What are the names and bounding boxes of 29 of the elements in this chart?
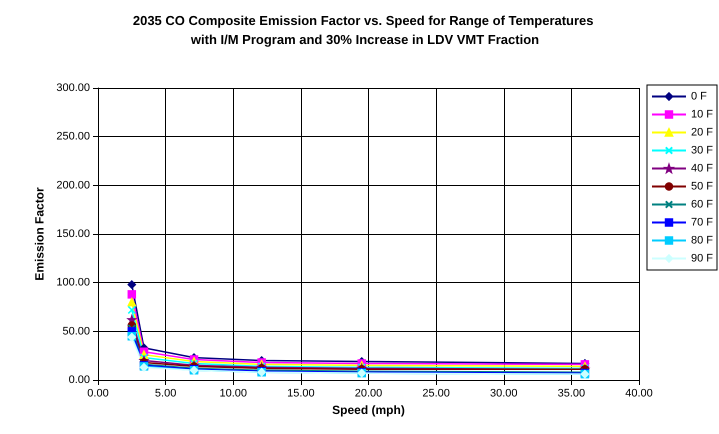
x-tick-label: 0.00 xyxy=(87,388,109,400)
x-tick-label: 35.00 xyxy=(558,388,586,400)
y-tick-label: 250.00 xyxy=(56,130,90,143)
legend-label: 40 F xyxy=(690,162,714,174)
legend-label: 80 F xyxy=(690,234,714,246)
y-tick-label: 200.00 xyxy=(56,179,90,192)
y-tick-label: 0.00 xyxy=(68,374,90,386)
legend-label: 10 F xyxy=(690,108,714,120)
x-tick-label: 10.00 xyxy=(219,388,248,400)
legend-label: 0 F xyxy=(690,90,708,102)
y-tick-label: 100.00 xyxy=(56,276,90,289)
x-tick-label: 20.00 xyxy=(354,388,382,400)
x-axis-title: Speed (mph) xyxy=(332,402,405,417)
x-tick-label: 5.00 xyxy=(154,388,176,400)
x-tick-label: 15.00 xyxy=(287,388,315,400)
chart-title: 2035 CO Composite Emission Factor vs. Speed for Range of Temperatures with I/M Program and 30% Increase in LDV VMT Fraction xyxy=(132,13,598,47)
legend-label: 90 F xyxy=(690,252,714,264)
x-tick-label: 25.00 xyxy=(422,388,450,400)
legend-label: 60 F xyxy=(690,198,714,210)
y-tick-label: 150.00 xyxy=(56,228,90,240)
x-tick-label: 30.00 xyxy=(490,388,518,400)
y-tick-label: 50.00 xyxy=(62,325,90,338)
legend-label: 70 F xyxy=(690,216,714,228)
legend-label: 20 F xyxy=(690,126,714,138)
x-tick-label: 40.00 xyxy=(625,388,653,400)
y-tick-label: 300.00 xyxy=(56,82,90,94)
y-axis-title: Emission Factor xyxy=(32,186,46,281)
legend-label: 30 F xyxy=(690,144,714,156)
legend-label: 50 F xyxy=(690,180,714,192)
